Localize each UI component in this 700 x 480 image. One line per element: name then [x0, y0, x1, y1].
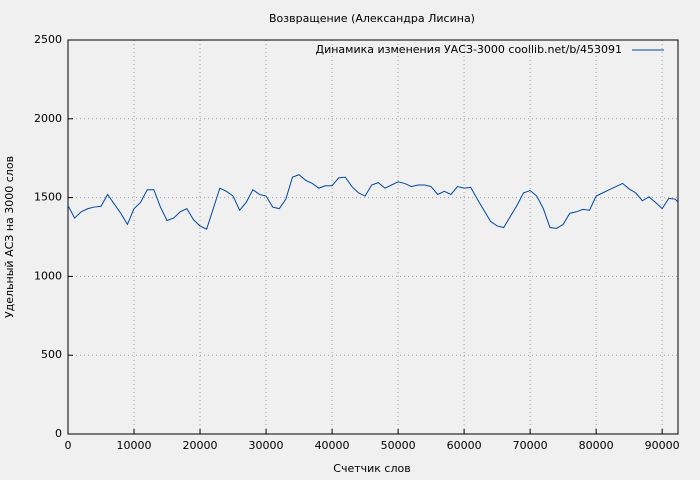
legend-label: Динамика изменения УАСЗ-3000 coollib.net…: [316, 43, 623, 56]
x-tick-label: 30000: [249, 439, 284, 452]
y-tick-label: 500: [41, 348, 62, 361]
x-tick-label: 60000: [447, 439, 482, 452]
x-tick-label: 40000: [315, 439, 350, 452]
x-tick-label: 10000: [117, 439, 152, 452]
y-tick-label: 0: [55, 427, 62, 440]
y-tick-label: 1500: [34, 191, 62, 204]
data-line: [67, 174, 679, 230]
x-tick-label: 0: [65, 439, 72, 452]
x-tick-label: 70000: [513, 439, 548, 452]
y-tick-label: 2000: [34, 112, 62, 125]
chart-title: Возвращение (Александра Лисина): [269, 12, 475, 25]
y-tick-label: 2500: [34, 33, 62, 46]
plot-border: [67, 39, 679, 435]
x-tick-label: 50000: [381, 439, 416, 452]
x-tick-label: 20000: [183, 439, 218, 452]
x-axis-label: Счетчик слов: [333, 462, 410, 475]
y-tick-label: 1000: [34, 269, 62, 282]
x-tick-label: 80000: [579, 439, 614, 452]
y-axis-label: Удельный АСЗ на 3000 слов: [3, 156, 16, 318]
x-tick-label: 90000: [645, 439, 680, 452]
